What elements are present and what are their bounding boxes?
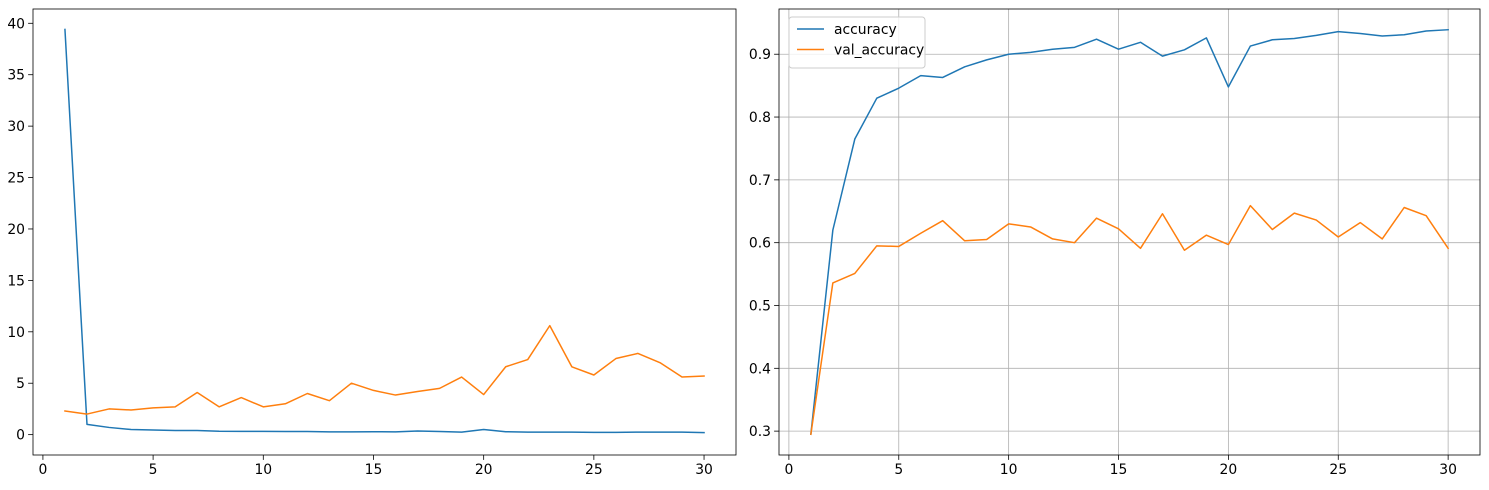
x-tick-label: 20 (1220, 462, 1238, 478)
x-tick: 0 (784, 455, 793, 478)
y-tick: 35 (7, 68, 33, 84)
y-tick: 0.8 (749, 110, 779, 126)
x-tick: 15 (1110, 455, 1128, 478)
y-tick-label: 10 (7, 325, 25, 341)
series-group (64, 28, 705, 434)
x-tick: 15 (365, 455, 383, 478)
x-tick: 10 (254, 455, 272, 478)
x-tick-label: 5 (149, 462, 158, 478)
legend-label: val_accuracy (834, 43, 924, 59)
y-tick-label: 0.5 (749, 298, 771, 314)
y-tick: 0.3 (749, 424, 779, 440)
plot-frame (778, 8, 1481, 456)
y-tick: 25 (7, 171, 33, 187)
y-tick: 15 (7, 273, 33, 289)
y-tick: 0 (16, 428, 33, 444)
y-tick-label: 5 (16, 376, 25, 392)
x-tick: 20 (1220, 455, 1238, 478)
y-tick: 0.7 (749, 173, 779, 189)
y-tick: 0.9 (749, 47, 779, 63)
series-line-val_accuracy (810, 204, 1450, 436)
series-line-series-0 (64, 28, 705, 434)
y-tick-label: 30 (7, 119, 25, 135)
y-tick-label: 0.6 (749, 236, 771, 252)
y-tick-label: 20 (7, 222, 25, 238)
loss-chart: 0 5 10 15 20 25 30 0 5 10 15 20 25 30 35 40 (7, 8, 737, 478)
y-tick-label: 0.3 (749, 424, 771, 440)
y-tick-label: 0 (16, 428, 25, 444)
x-tick-label: 25 (585, 462, 603, 478)
x-tick: 5 (894, 455, 903, 478)
y-tick: 10 (7, 325, 33, 341)
plot-frame (32, 8, 737, 456)
x-tick-label: 30 (1439, 462, 1457, 478)
x-tick: 25 (1329, 455, 1347, 478)
y-tick-label: 0.4 (749, 361, 771, 377)
y-tick-label: 0.9 (749, 47, 771, 63)
x-tick-label: 20 (475, 462, 493, 478)
series-line-accuracy (810, 28, 1449, 436)
x-axis: 0 5 10 15 20 25 30 (784, 455, 1457, 478)
legend: accuracy val_accuracy (788, 16, 926, 69)
legend-label: accuracy (834, 22, 897, 38)
x-tick: 25 (585, 455, 603, 478)
x-tick-label: 10 (254, 462, 272, 478)
y-tick: 0.5 (749, 298, 779, 314)
x-tick: 10 (1000, 455, 1018, 478)
y-axis: 0.3 0.4 0.5 0.6 0.7 0.8 0.9 (749, 47, 779, 440)
series-line-series-1 (64, 324, 705, 415)
x-tick-label: 15 (1110, 462, 1128, 478)
x-tick: 20 (475, 455, 493, 478)
y-tick: 30 (7, 119, 33, 135)
y-tick: 40 (7, 16, 33, 32)
x-tick-label: 10 (1000, 462, 1018, 478)
y-tick-label: 15 (7, 273, 25, 289)
x-tick-label: 30 (695, 462, 713, 478)
x-tick-label: 0 (38, 462, 47, 478)
x-tick-label: 0 (784, 462, 793, 478)
y-tick-label: 35 (7, 68, 25, 84)
x-tick-label: 5 (894, 462, 903, 478)
x-tick: 30 (695, 455, 713, 478)
x-tick-label: 25 (1329, 462, 1347, 478)
y-tick: 20 (7, 222, 33, 238)
y-tick-label: 40 (7, 16, 25, 32)
x-tick: 30 (1439, 455, 1457, 478)
y-tick: 0.6 (749, 236, 779, 252)
y-axis: 0 5 10 15 20 25 30 35 40 (7, 16, 33, 444)
y-tick-label: 0.7 (749, 173, 771, 189)
accuracy-chart: 0 5 10 15 20 25 30 0.3 0.4 0.5 0.6 0.7 0.8 0.9 accurac… (749, 8, 1481, 478)
y-tick: 0.4 (749, 361, 779, 377)
series-group (810, 28, 1450, 436)
y-tick-label: 0.8 (749, 110, 771, 126)
x-axis: 0 5 10 15 20 25 30 (38, 455, 713, 478)
grid (779, 9, 1480, 455)
y-tick-label: 25 (7, 171, 25, 187)
x-tick: 5 (149, 455, 158, 478)
y-tick: 5 (16, 376, 33, 392)
x-tick-label: 15 (365, 462, 383, 478)
x-tick: 0 (38, 455, 47, 478)
